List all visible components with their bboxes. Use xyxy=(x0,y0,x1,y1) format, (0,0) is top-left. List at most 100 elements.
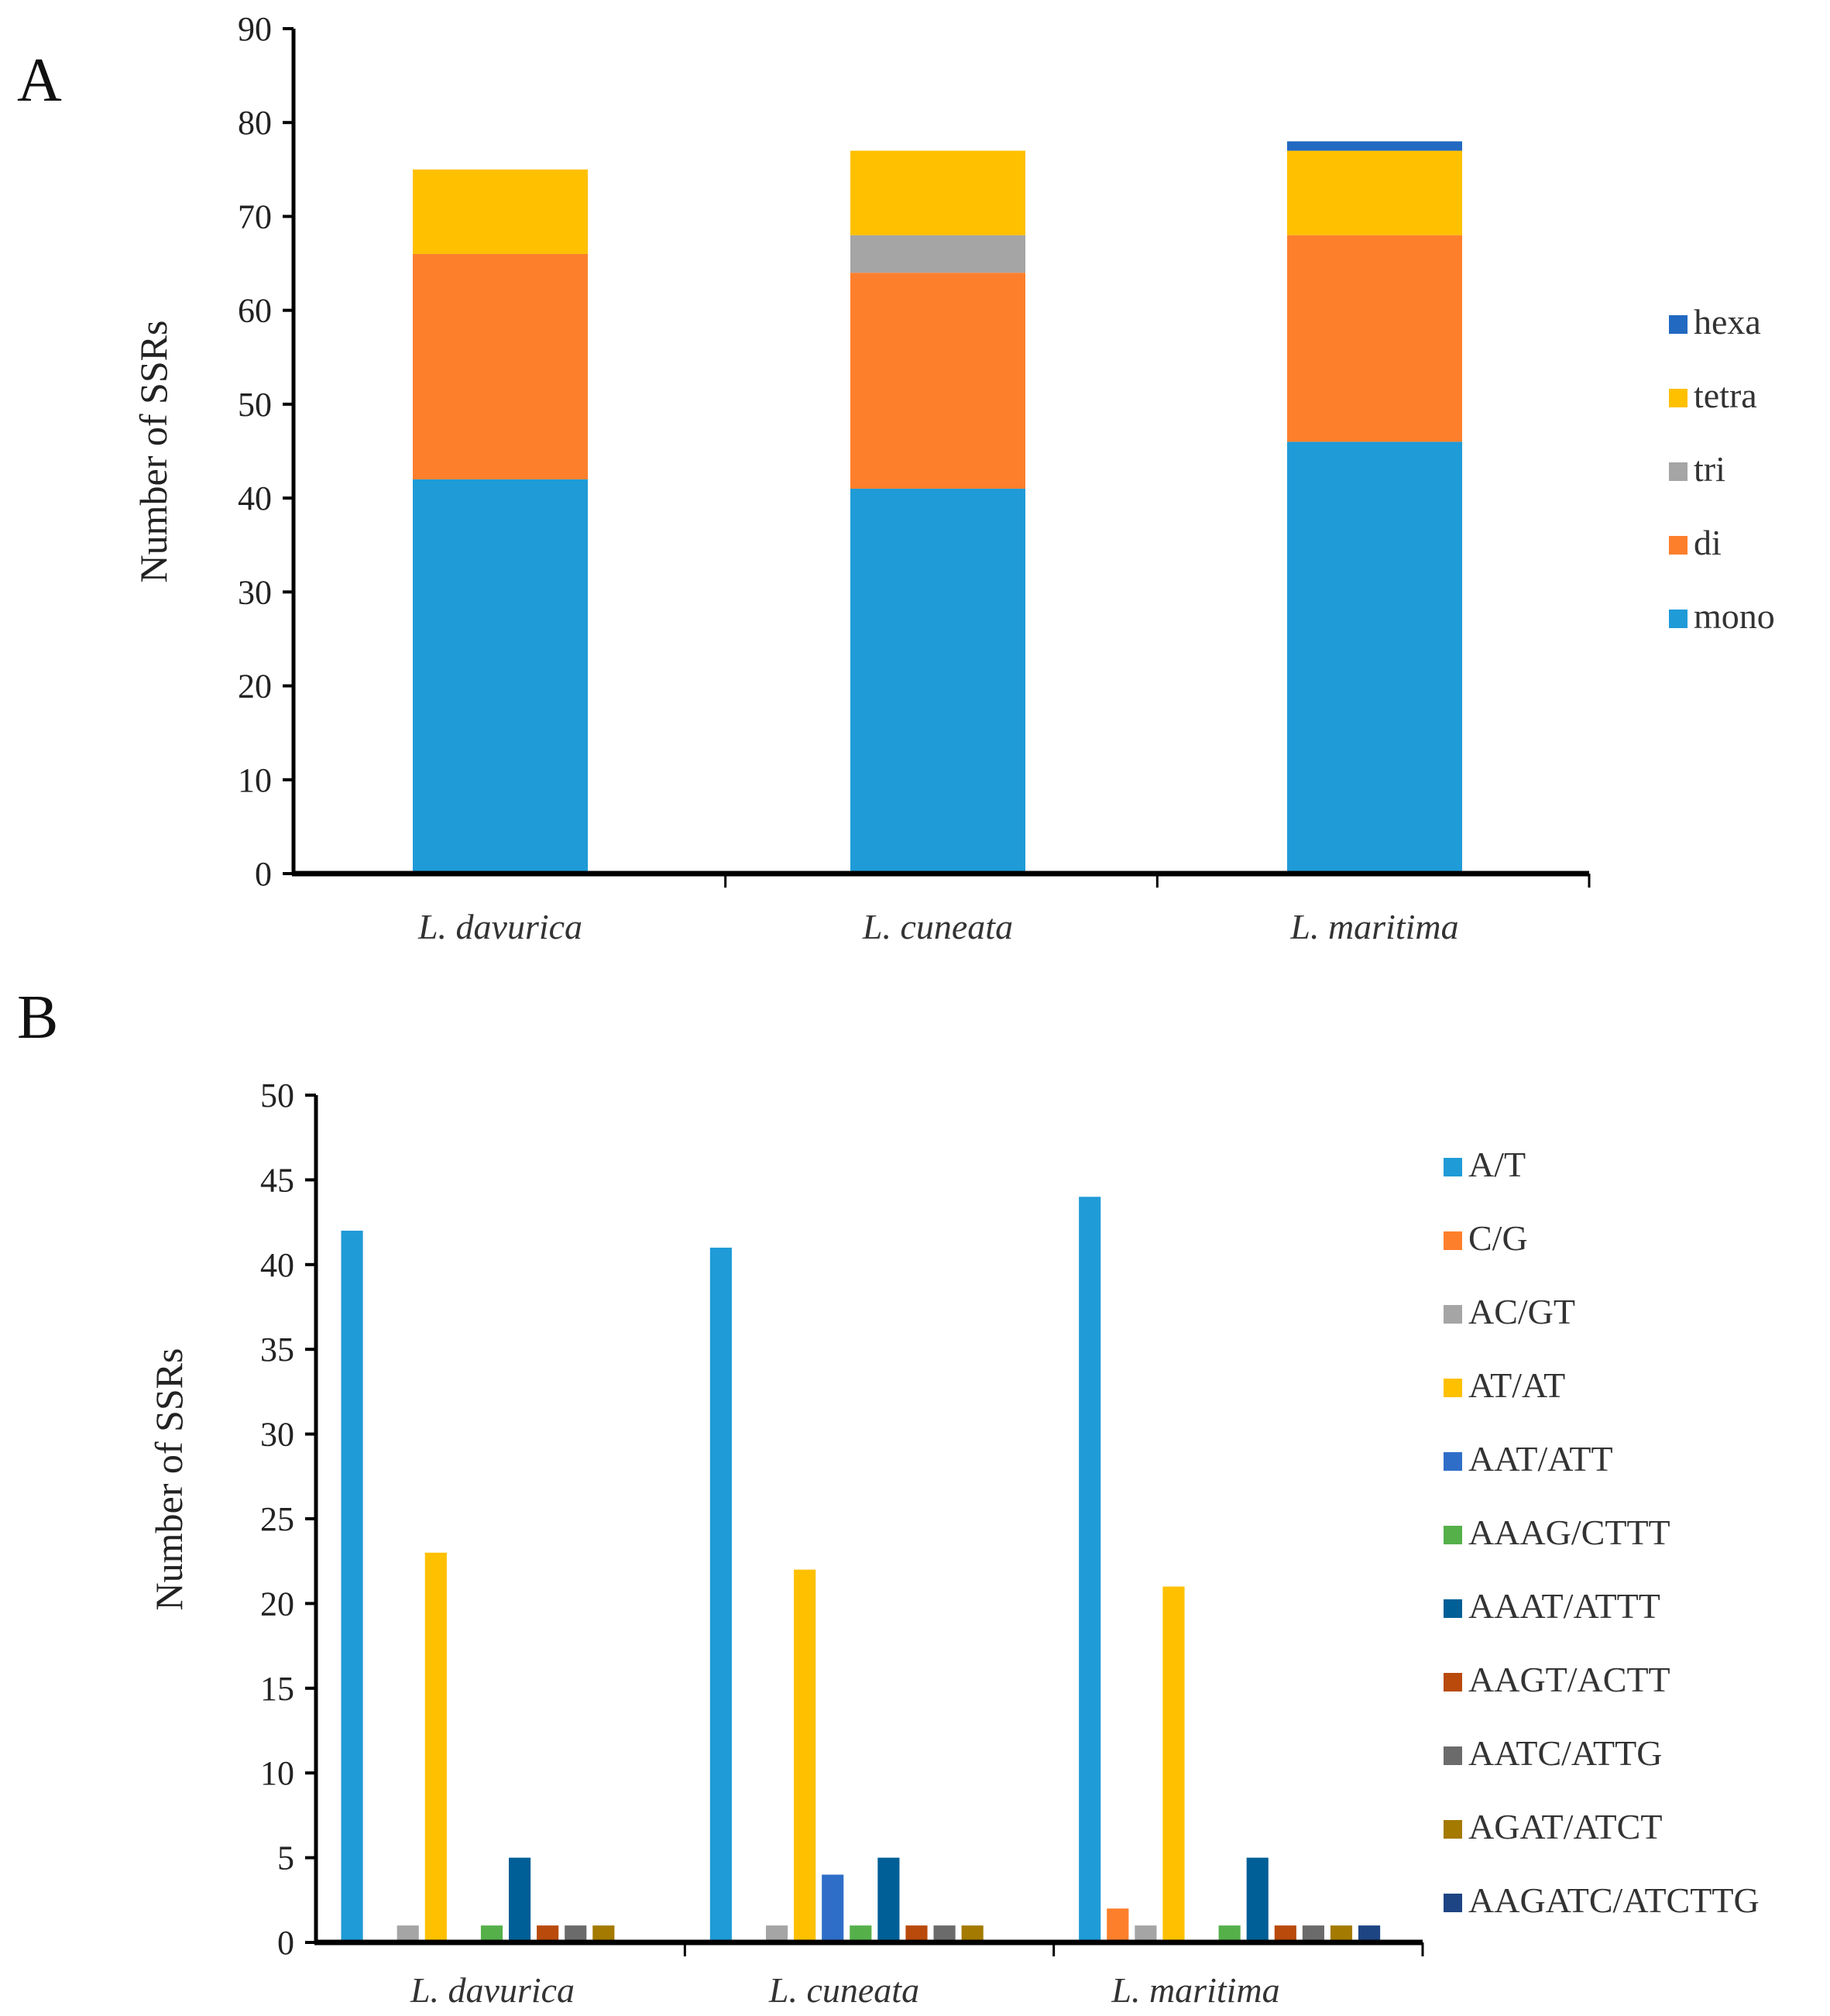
y-tick-label: 60 xyxy=(238,292,272,330)
bar-C-G-3 xyxy=(1107,1908,1129,1942)
legend-label: AAAT/ATTT xyxy=(1468,1586,1660,1626)
bar-AAGATC-ATCTTG-3 xyxy=(1358,1925,1381,1942)
legend-label: AC/GT xyxy=(1468,1292,1575,1331)
bar-A-T-1 xyxy=(341,1231,363,1942)
y-tick-label: 50 xyxy=(260,1077,294,1114)
y-tick-label: 5 xyxy=(277,1839,294,1877)
bar-AAAG-CTTT-1 xyxy=(480,1925,503,1942)
y-tick-label: 40 xyxy=(238,479,272,517)
legend-label: AAT/ATT xyxy=(1468,1439,1613,1479)
bar-tetra-1 xyxy=(413,169,588,254)
y-tick-label: 30 xyxy=(238,573,272,611)
legend-swatch-AAGATC-ATCTTG xyxy=(1444,1894,1462,1912)
bar-tetra-2 xyxy=(850,150,1025,235)
legend-label: C/G xyxy=(1468,1218,1528,1258)
legend-label: AATC/ATTG xyxy=(1468,1733,1662,1773)
bar-tetra-3 xyxy=(1287,150,1462,235)
y-tick-label: 80 xyxy=(238,104,272,142)
legend-swatch-tri xyxy=(1669,462,1688,481)
bar-mono-2 xyxy=(850,488,1025,874)
legend-label: A/T xyxy=(1468,1145,1526,1184)
legend-swatch-di xyxy=(1669,536,1688,555)
y-tick-label: 35 xyxy=(260,1331,294,1369)
x-category-label: L. maritima xyxy=(1289,907,1458,946)
bar-AAAT-ATTT-1 xyxy=(508,1857,531,1942)
legend-label: AAGT/ACTT xyxy=(1468,1660,1670,1699)
y-tick-label: 45 xyxy=(260,1161,294,1199)
bar-AC-GT-1 xyxy=(397,1925,419,1942)
bar-AAAG-CTTT-3 xyxy=(1218,1925,1241,1942)
y-tick-label: 0 xyxy=(255,855,272,893)
y-tick-label: 20 xyxy=(260,1585,294,1623)
bar-AAGT-ACTT-1 xyxy=(537,1925,559,1942)
legend-label: AGAT/ATCT xyxy=(1468,1807,1662,1846)
y-tick-label: 10 xyxy=(260,1754,294,1792)
bar-AGAT-ATCT-2 xyxy=(961,1925,984,1942)
x-category-label: L. cuneata xyxy=(768,1970,919,2010)
y-tick-label: 0 xyxy=(277,1924,294,1962)
x-category-label: L. davurica xyxy=(410,1970,575,2010)
legend-label: di xyxy=(1694,523,1722,562)
y-tick-label: 90 xyxy=(238,10,272,48)
legend-label: AT/AT xyxy=(1468,1365,1565,1405)
x-category-label: L. maritima xyxy=(1111,1970,1279,2010)
legend-swatch-AT-AT xyxy=(1444,1379,1462,1397)
bar-di-3 xyxy=(1287,235,1462,442)
bar-di-2 xyxy=(850,273,1025,489)
bar-hexa-3 xyxy=(1287,141,1462,151)
legend-label: tetra xyxy=(1694,376,1757,415)
x-category-label: L. cuneata xyxy=(862,907,1013,946)
y-tick-label: 25 xyxy=(260,1500,294,1538)
bar-A-T-2 xyxy=(709,1247,732,1942)
bar-AATC-ATTG-3 xyxy=(1302,1925,1324,1942)
bar-mono-1 xyxy=(413,479,588,874)
bar-AAAT-ATTT-3 xyxy=(1246,1857,1269,1942)
legend-swatch-A-T xyxy=(1444,1158,1462,1176)
bar-AT-AT-2 xyxy=(794,1569,816,1942)
legend-swatch-hexa xyxy=(1669,315,1688,334)
y-tick-label: 30 xyxy=(260,1416,294,1454)
y-axis-label: Number of SSRs xyxy=(132,321,175,583)
legend-swatch-mono xyxy=(1669,610,1688,628)
y-axis-label: Number of SSRs xyxy=(147,1348,191,1611)
legend-label: AAGATC/ATCTTG xyxy=(1468,1880,1760,1920)
panel-label: B xyxy=(17,984,58,1052)
bar-tri-2 xyxy=(850,235,1025,273)
bar-AAGT-ACTT-2 xyxy=(905,1925,928,1942)
legend-swatch-AAAT-ATTT xyxy=(1444,1599,1462,1618)
bar-AGAT-ATCT-3 xyxy=(1330,1925,1353,1942)
panel-label: A xyxy=(17,46,62,115)
bar-AC-GT-3 xyxy=(1135,1925,1157,1942)
legend-label: AAAG/CTTT xyxy=(1468,1513,1670,1552)
legend-swatch-AATC-ATTG xyxy=(1444,1746,1462,1765)
x-category-label: L. davurica xyxy=(417,907,582,946)
y-tick-label: 20 xyxy=(238,668,272,706)
bar-AAGT-ACTT-3 xyxy=(1274,1925,1296,1942)
bar-AT-AT-1 xyxy=(424,1552,447,1942)
y-tick-label: 40 xyxy=(260,1246,294,1284)
bar-AAT-ATT-2 xyxy=(822,1874,844,1942)
legend-swatch-tetra xyxy=(1669,389,1688,407)
legend-swatch-AAT-ATT xyxy=(1444,1452,1462,1471)
legend-swatch-C-G xyxy=(1444,1231,1462,1250)
legend-label: hexa xyxy=(1694,302,1761,342)
y-tick-label: 10 xyxy=(238,761,272,799)
bar-AATC-ATTG-2 xyxy=(933,1925,956,1942)
legend-label: tri xyxy=(1694,449,1725,489)
legend-swatch-AGAT-ATCT xyxy=(1444,1820,1462,1839)
bar-AT-AT-3 xyxy=(1162,1586,1185,1942)
bar-mono-3 xyxy=(1287,441,1462,874)
legend-label: mono xyxy=(1694,596,1775,636)
bar-AC-GT-2 xyxy=(765,1925,788,1942)
bar-A-T-3 xyxy=(1079,1197,1101,1942)
bar-AATC-ATTG-1 xyxy=(565,1925,587,1942)
bar-AGAT-ATCT-1 xyxy=(592,1925,615,1942)
legend-swatch-AAAG-CTTT xyxy=(1444,1526,1462,1544)
y-tick-label: 70 xyxy=(238,197,272,235)
bar-di-1 xyxy=(413,253,588,479)
y-tick-label: 50 xyxy=(238,386,272,424)
bar-AAAT-ATTT-2 xyxy=(877,1857,900,1942)
legend-swatch-AC-GT xyxy=(1444,1305,1462,1324)
y-tick-label: 15 xyxy=(260,1670,294,1708)
